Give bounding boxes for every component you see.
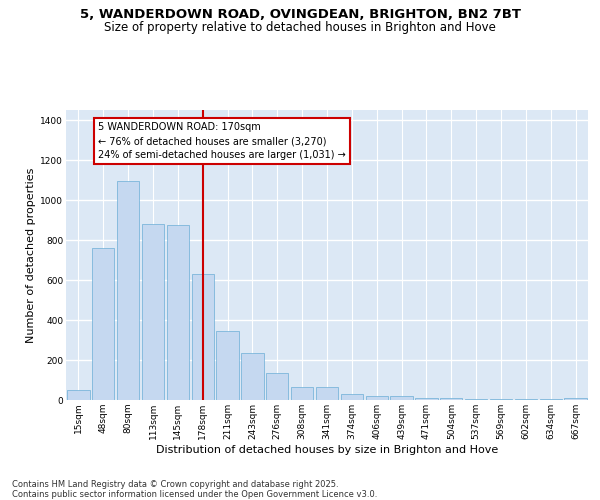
Text: Contains HM Land Registry data © Crown copyright and database right 2025.
Contai: Contains HM Land Registry data © Crown c… [12,480,377,499]
Bar [365,396,388,400]
Bar [565,398,587,400]
Bar [241,353,263,400]
X-axis label: Distribution of detached houses by size in Brighton and Hove: Distribution of detached houses by size … [156,444,498,454]
Bar [266,373,289,400]
Bar [341,394,363,400]
Bar [167,225,189,400]
Bar [142,224,164,400]
Bar [465,399,487,400]
Bar [291,387,313,400]
Bar [217,331,239,400]
Text: 5, WANDERDOWN ROAD, OVINGDEAN, BRIGHTON, BN2 7BT: 5, WANDERDOWN ROAD, OVINGDEAN, BRIGHTON,… [79,8,521,20]
Bar [67,390,89,400]
Bar [191,274,214,400]
Bar [391,396,413,400]
Bar [316,387,338,400]
Text: 5 WANDERDOWN ROAD: 170sqm
← 76% of detached houses are smaller (3,270)
24% of se: 5 WANDERDOWN ROAD: 170sqm ← 76% of detac… [98,122,346,160]
Bar [415,398,437,400]
Y-axis label: Number of detached properties: Number of detached properties [26,168,36,342]
Bar [92,248,115,400]
Bar [440,398,463,400]
Text: Size of property relative to detached houses in Brighton and Hove: Size of property relative to detached ho… [104,21,496,34]
Bar [117,181,139,400]
